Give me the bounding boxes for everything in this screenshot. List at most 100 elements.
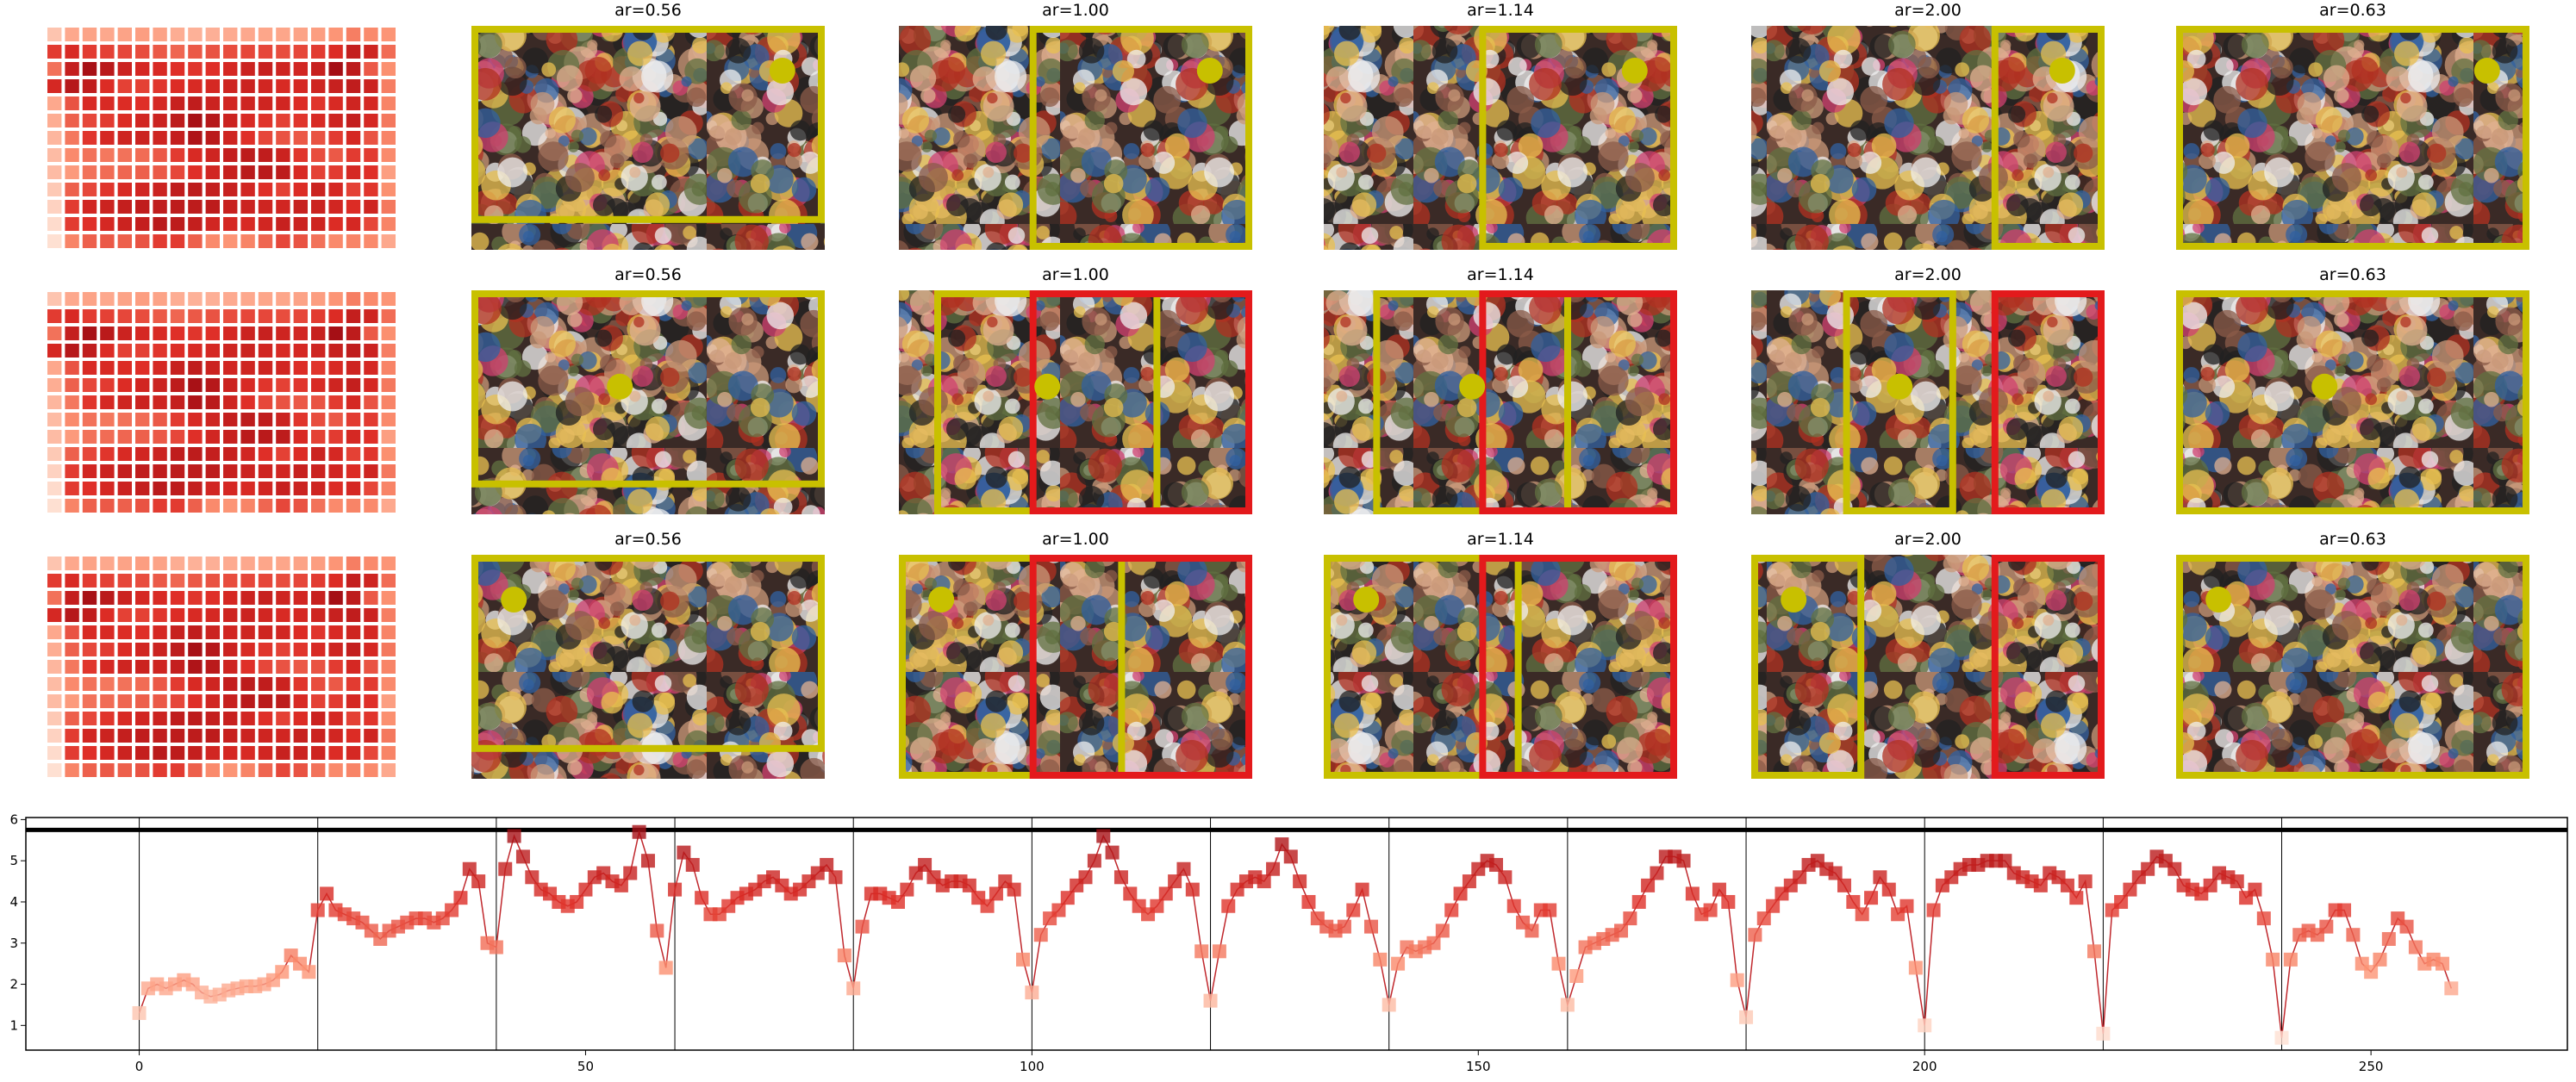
heatmap-cell <box>293 447 308 461</box>
heatmap-cell <box>223 447 238 461</box>
heatmap-cell <box>276 309 290 323</box>
heatmap-cell <box>328 217 343 231</box>
heatmap-cell <box>240 591 255 605</box>
heatmap-cell <box>381 625 396 639</box>
yellow-box <box>1373 290 1572 514</box>
heatmap-cell <box>65 746 79 760</box>
point <box>891 894 906 909</box>
heatmap-cell <box>276 608 290 622</box>
point <box>1676 854 1691 868</box>
heatmap-cell <box>258 499 273 513</box>
heatmap-cell <box>381 96 396 110</box>
heatmap-cell <box>276 763 290 777</box>
heatmap-cell <box>328 79 343 93</box>
heatmap-cell <box>65 694 79 708</box>
point <box>1650 866 1664 880</box>
heatmap-cell <box>170 608 185 622</box>
plot-area <box>25 817 2568 1051</box>
heatmap-cell <box>381 309 396 323</box>
heatmap-cell <box>100 729 115 743</box>
heatmap-cell <box>328 447 343 461</box>
point <box>1382 998 1396 1012</box>
heatmap-cell <box>223 395 238 409</box>
heatmap-cell <box>170 694 185 708</box>
heatmap-cell <box>205 591 220 605</box>
panel-title: ar=2.00 <box>1894 265 1962 284</box>
heatmap-cell <box>276 625 290 639</box>
heatmap-cell <box>293 131 308 145</box>
heatmap-cell <box>223 712 238 725</box>
heatmap-cell <box>223 183 238 196</box>
heatmap-cell <box>170 131 185 145</box>
heatmap-cell <box>188 148 203 162</box>
heatmap-cell <box>82 557 97 570</box>
heatmap-cell <box>135 499 150 513</box>
yellow-box <box>471 555 825 752</box>
heatmap-cell <box>364 574 378 588</box>
heatmap-cell <box>364 729 378 743</box>
heatmap-cell <box>135 378 150 392</box>
heatmap-cell <box>328 395 343 409</box>
heatmap-cell <box>170 625 185 639</box>
heatmap-cell <box>205 574 220 588</box>
heatmap-cell <box>364 763 378 777</box>
heatmap-cell <box>117 557 132 570</box>
heatmap-cell <box>364 131 378 145</box>
heatmap-cell <box>223 361 238 375</box>
heatmap-cell <box>65 557 79 570</box>
heatmap-cell <box>205 608 220 622</box>
heatmap-cell <box>170 712 185 725</box>
heatmap-cell <box>135 557 150 570</box>
heatmap-cell <box>135 746 150 760</box>
y-tick-label: 4 <box>9 894 18 910</box>
heatmap-cell <box>117 643 132 656</box>
heatmap-cell <box>258 746 273 760</box>
heatmap-cell <box>205 625 220 639</box>
heatmap-cell <box>276 694 290 708</box>
heatmap-cell <box>205 148 220 162</box>
point <box>1016 952 1031 967</box>
point <box>1631 894 1646 909</box>
heatmap-cell <box>188 660 203 674</box>
point <box>632 824 646 839</box>
heatmap-cell <box>65 200 79 214</box>
heatmap-cell <box>205 447 220 461</box>
heatmap-cell <box>117 131 132 145</box>
photo <box>471 26 825 250</box>
heatmap-cell <box>346 361 361 375</box>
heatmap-cell <box>100 608 115 622</box>
heatmap-cell <box>100 677 115 691</box>
heatmap-cell <box>170 746 185 760</box>
heatmap-cell <box>135 292 150 306</box>
heatmap-cell <box>117 114 132 127</box>
heatmap-cell <box>170 677 185 691</box>
heatmap-cell <box>328 625 343 639</box>
heatmap-cell <box>153 499 167 513</box>
point <box>2408 940 2423 955</box>
point <box>1712 882 1726 897</box>
heatmap-cell <box>258 378 273 392</box>
heatmap-cell <box>135 45 150 59</box>
heatmap-cell <box>82 183 97 196</box>
heatmap-cell <box>153 79 167 93</box>
heatmap-cell <box>117 430 132 444</box>
heatmap-cell <box>117 200 132 214</box>
heatmap-cell <box>258 62 273 76</box>
heatmap-cell <box>258 114 273 127</box>
heatmap-cell <box>82 114 97 127</box>
panel-title: ar=2.00 <box>1894 1 1962 20</box>
heatmap-cell <box>258 79 273 93</box>
photo <box>471 555 825 779</box>
heatmap-cell <box>381 712 396 725</box>
point <box>1926 903 1941 917</box>
marker-dot <box>607 373 633 400</box>
heatmap-cell <box>276 361 290 375</box>
heatmap-cell <box>240 712 255 725</box>
heatmap-cell <box>135 395 150 409</box>
heatmap-cell <box>293 625 308 639</box>
marker-dot <box>1887 373 1913 400</box>
point <box>1033 928 1048 942</box>
heatmap-cell <box>346 574 361 588</box>
heatmap-cell <box>117 344 132 358</box>
heatmap-cell <box>311 591 326 605</box>
